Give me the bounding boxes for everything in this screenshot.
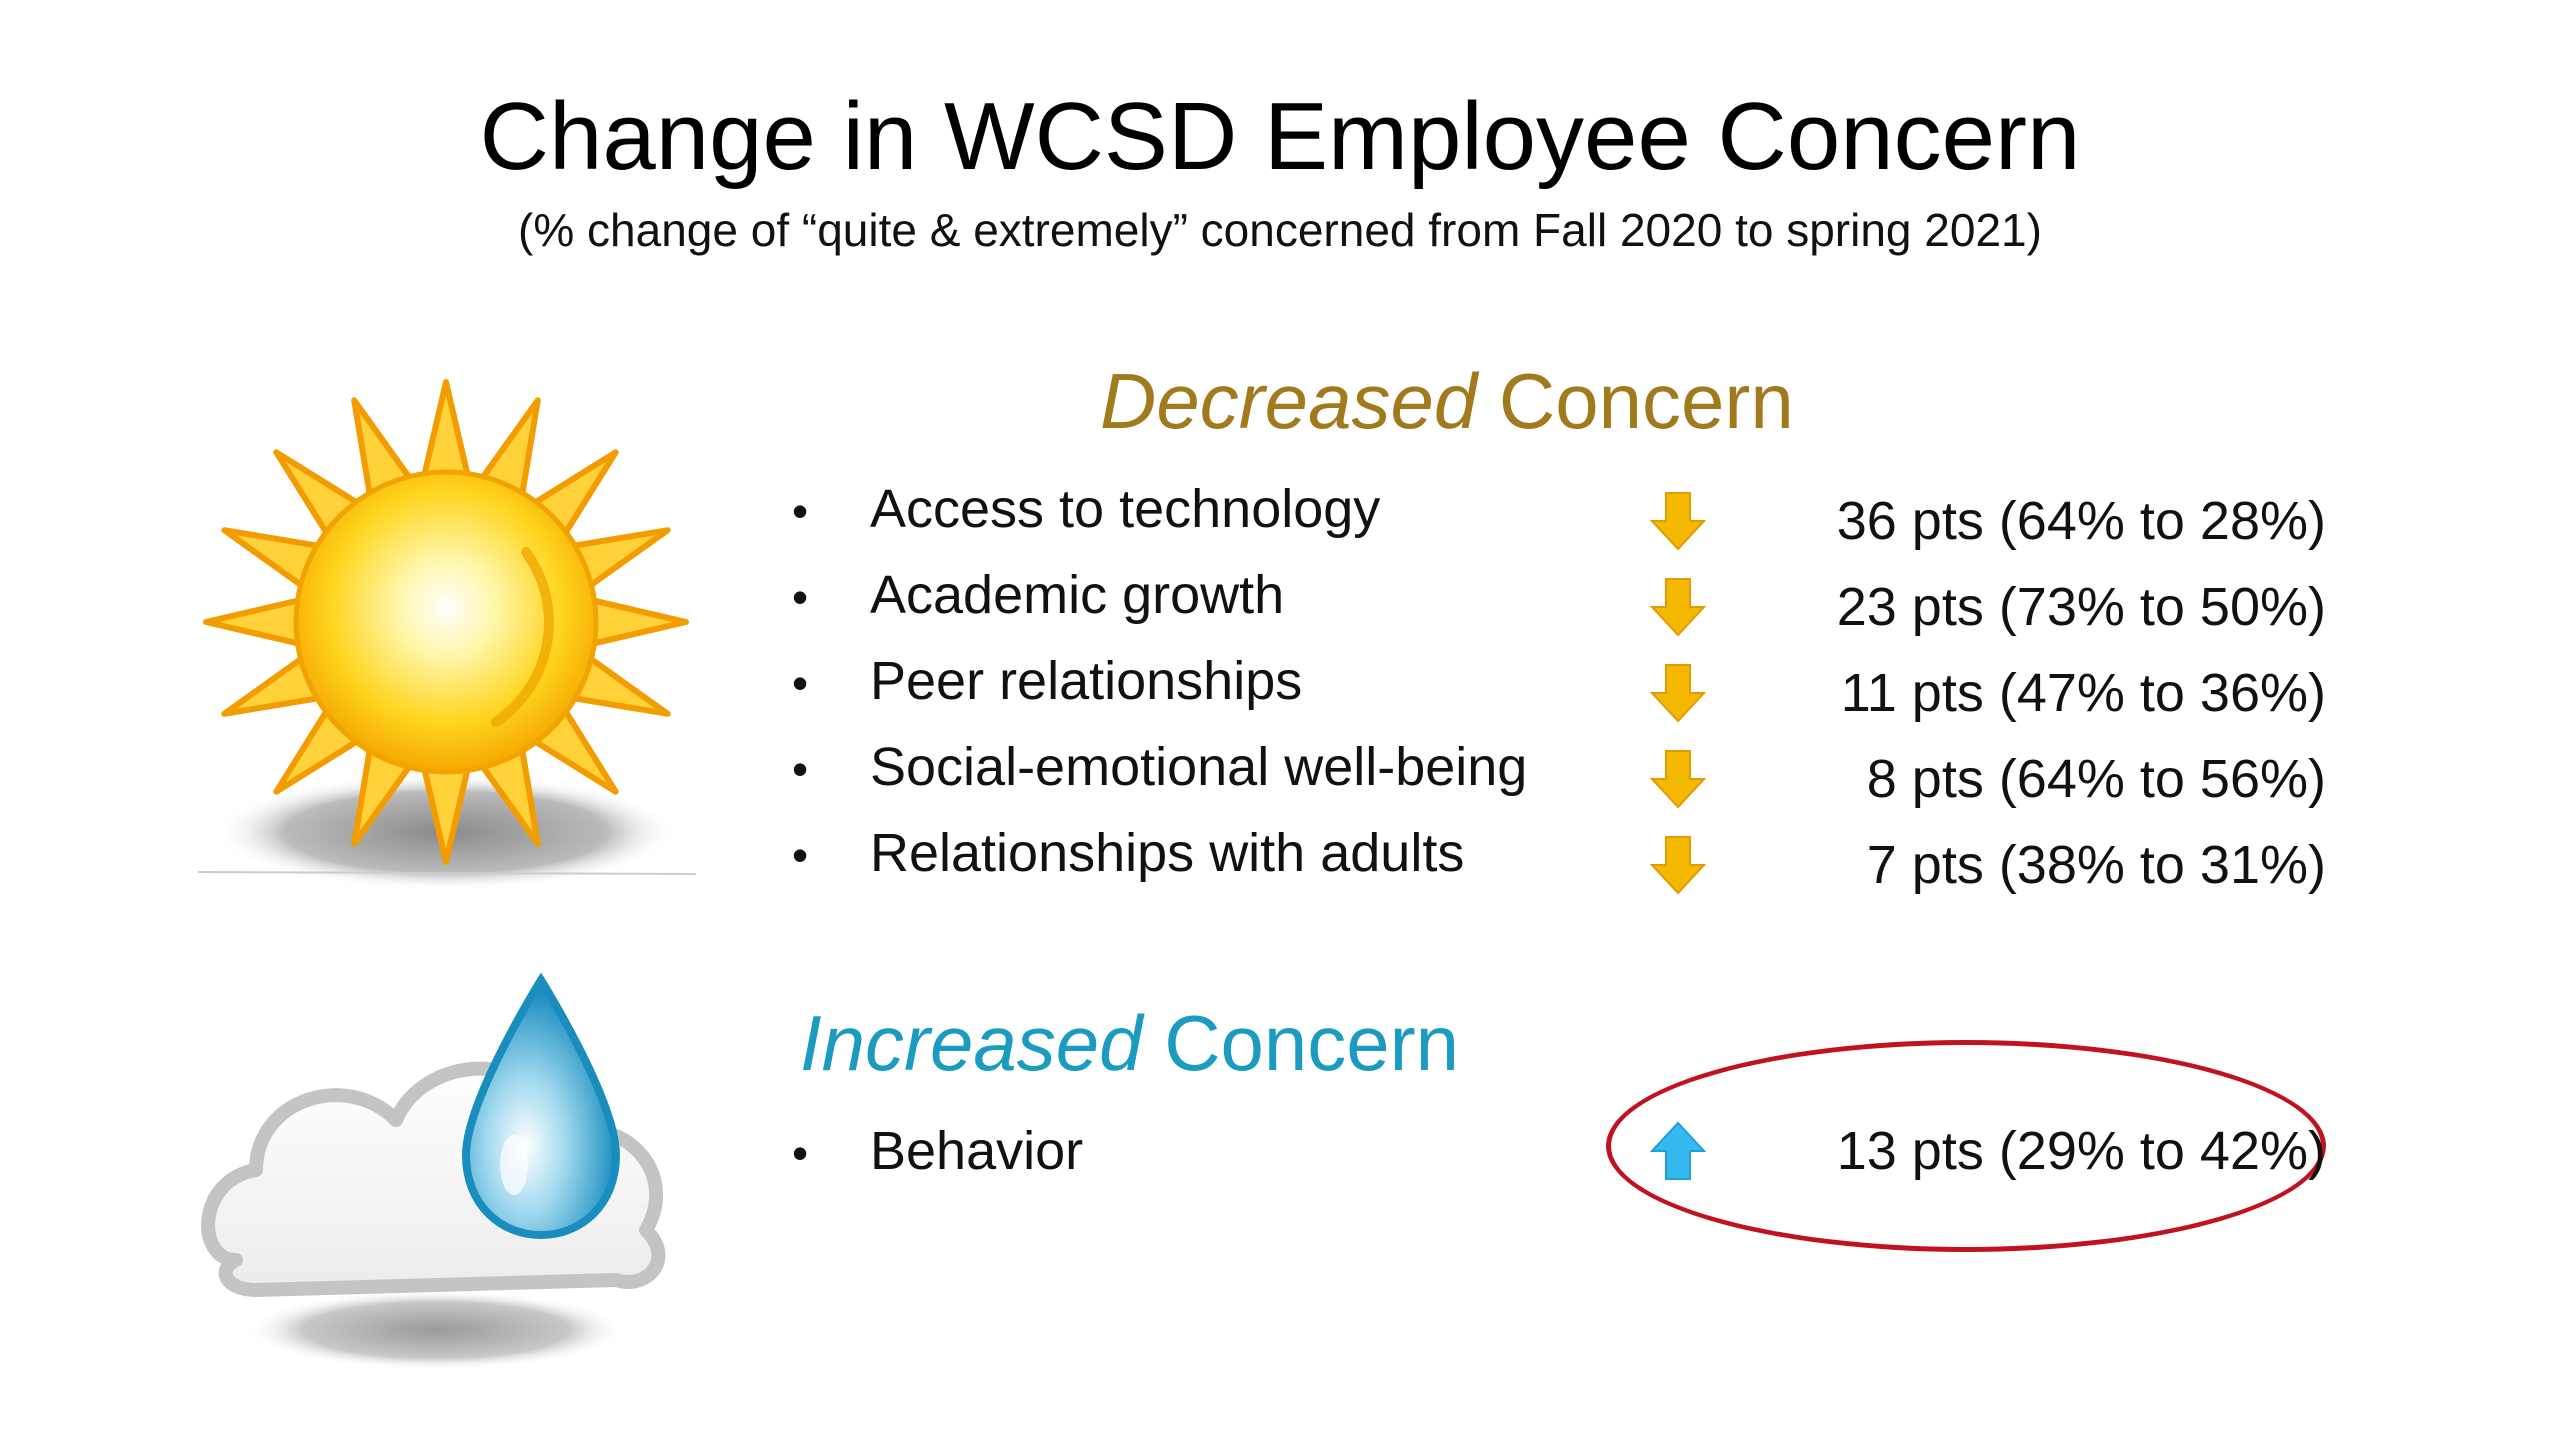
stat-value: 36 pts (64% to 28%) bbox=[1836, 491, 2326, 551]
up-arrow-icon bbox=[1650, 1121, 1706, 1180]
list-item: • Access to technology bbox=[792, 466, 1527, 552]
stat-row: 36 pts (64% to 28%) bbox=[1650, 478, 2326, 564]
increased-heading-rest: Concern bbox=[1142, 999, 1460, 1087]
stat-value: 8 pts (64% to 56%) bbox=[1866, 749, 2326, 809]
down-arrow-icon bbox=[1650, 836, 1706, 895]
stat-value: 11 pts (47% to 36%) bbox=[1840, 663, 2326, 723]
cloud-raindrop-icon bbox=[201, 972, 666, 1370]
list-item: • Relationships with adults bbox=[792, 810, 1527, 896]
down-arrow-icon bbox=[1650, 664, 1706, 723]
stat-row: 13 pts (29% to 42%) bbox=[1650, 1108, 2326, 1194]
down-arrow-icon bbox=[1650, 578, 1706, 637]
bullet: • bbox=[792, 743, 809, 795]
decreased-heading-rest: Concern bbox=[1477, 357, 1794, 445]
increased-stats-list: 13 pts (29% to 42%) bbox=[1650, 1108, 2326, 1194]
decreased-concern-list: • Access to technology • Academic growth •… bbox=[792, 466, 1527, 896]
stat-value: 13 pts (29% to 42%) bbox=[1836, 1121, 2326, 1181]
increased-concern-heading: Increased Concern bbox=[800, 998, 1459, 1088]
sun-ray bbox=[581, 595, 689, 649]
list-item: • Peer relationships bbox=[792, 638, 1527, 724]
bullet: • bbox=[792, 829, 809, 881]
decreased-concern-heading: Decreased Concern bbox=[1100, 356, 1794, 446]
down-arrow-icon bbox=[1650, 750, 1706, 809]
bullet: • bbox=[792, 485, 809, 537]
sun-icon bbox=[197, 379, 696, 890]
slide-title: Change in WCSD Employee Concern bbox=[479, 83, 2081, 190]
list-item: • Academic growth bbox=[792, 552, 1527, 638]
stat-value: 7 pts (38% to 31%) bbox=[1866, 835, 2326, 895]
bullet: • bbox=[792, 571, 809, 623]
slide-subtitle: (% change of “quite & extremely” concern… bbox=[518, 204, 2042, 256]
item-label: Relationships with adults bbox=[870, 823, 1465, 883]
decreased-stats-list: 36 pts (64% to 28%) 23 pts (73% to 50%) … bbox=[1650, 478, 2326, 908]
decreased-heading-em: Decreased bbox=[1100, 357, 1478, 445]
item-label: Social-emotional well-being bbox=[870, 737, 1528, 797]
sun-ray bbox=[419, 379, 473, 487]
item-label: Access to technology bbox=[870, 479, 1381, 539]
highlight-ellipse bbox=[1606, 1040, 2326, 1252]
stat-row: 8 pts (64% to 56%) bbox=[1650, 736, 2326, 822]
increased-heading-em: Increased bbox=[800, 999, 1143, 1087]
stat-value: 23 pts (73% to 50%) bbox=[1836, 577, 2326, 637]
bullet: • bbox=[792, 657, 809, 709]
list-item: • Social-emotional well-being bbox=[792, 724, 1527, 810]
stat-row: 7 pts (38% to 31%) bbox=[1650, 822, 2326, 908]
down-arrow-icon bbox=[1650, 492, 1706, 551]
bullet: • bbox=[792, 1127, 809, 1179]
item-label: Behavior bbox=[870, 1121, 1084, 1181]
item-label: Academic growth bbox=[870, 565, 1285, 625]
sun-ray bbox=[203, 595, 311, 649]
list-item: • Behavior bbox=[792, 1108, 1083, 1194]
increased-concern-list: • Behavior bbox=[792, 1108, 1083, 1194]
item-label: Peer relationships bbox=[870, 651, 1303, 711]
stat-row: 23 pts (73% to 50%) bbox=[1650, 564, 2326, 650]
stat-row: 11 pts (47% to 36%) bbox=[1650, 650, 2326, 736]
